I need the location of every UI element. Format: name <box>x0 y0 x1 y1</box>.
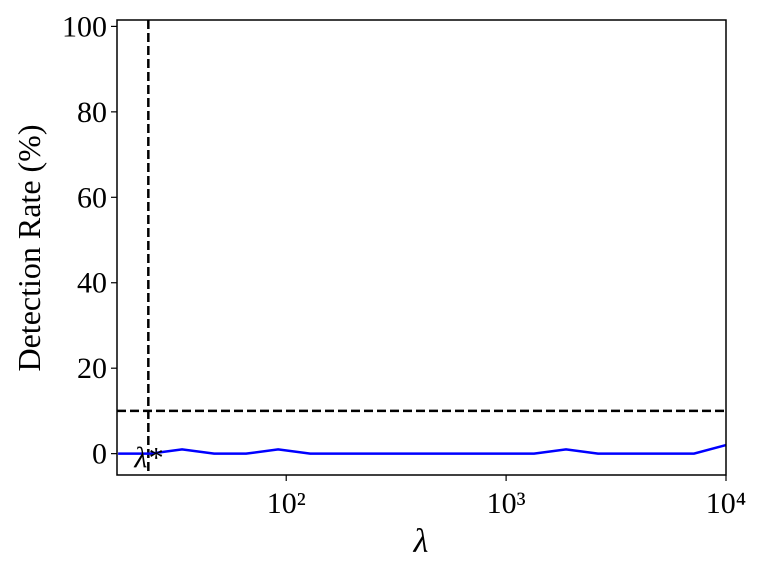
x-axis-label: λ <box>413 523 429 560</box>
series-line <box>118 443 727 455</box>
x-tick-label: 10³ <box>487 487 526 520</box>
x-tick-label: 10² <box>267 487 306 520</box>
y-tick-label: 100 <box>62 10 107 43</box>
x-tick-label: 10⁴ <box>706 487 746 520</box>
annotation: λ* <box>133 442 162 475</box>
y-tick-label: 20 <box>77 352 107 385</box>
y-tick-label: 0 <box>92 438 107 471</box>
y-tick-label: 40 <box>77 267 107 300</box>
plot-frame <box>116 19 727 476</box>
y-tick-label: 80 <box>77 96 107 129</box>
y-tick-label: 60 <box>77 181 107 214</box>
y-axis-label: Detection Rate (%) <box>11 125 47 372</box>
